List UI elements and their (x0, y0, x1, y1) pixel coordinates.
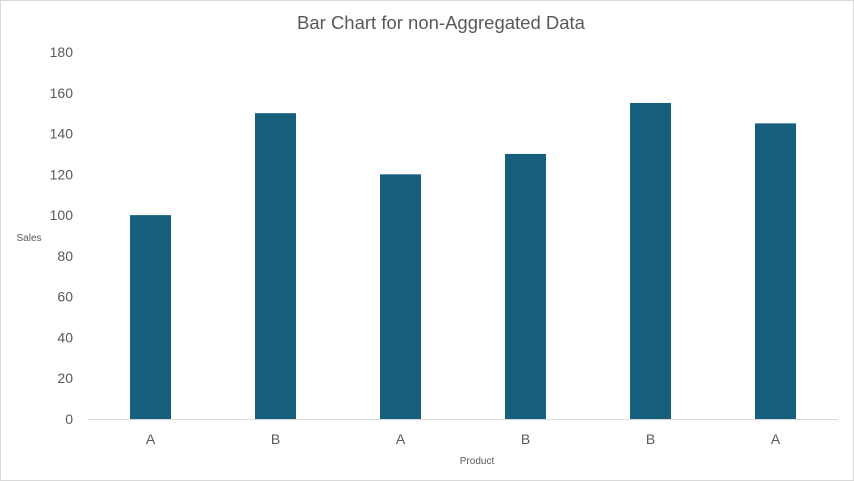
x-tick-label: B (271, 431, 280, 447)
y-tick-label: 160 (50, 85, 74, 101)
y-tick-label: 80 (57, 248, 73, 264)
y-tick-label: 140 (50, 126, 74, 142)
y-tick-label: 60 (57, 289, 73, 305)
chart-title: Bar Chart for non-Aggregated Data (297, 12, 586, 33)
bar (755, 123, 796, 419)
bar (630, 102, 671, 419)
y-tick-label: 180 (50, 44, 74, 60)
y-tick-label: 20 (57, 370, 73, 386)
x-tick-label: A (771, 431, 781, 447)
y-tick-label: 40 (57, 329, 73, 345)
bar (380, 174, 421, 419)
x-tick-label: A (146, 431, 156, 447)
y-tick-label: 100 (50, 207, 74, 223)
x-tick-label: A (396, 431, 406, 447)
bars (130, 102, 796, 420)
x-tick-label: B (646, 431, 655, 447)
x-tick-label: B (521, 431, 530, 447)
y-axis-title: Sales (16, 233, 41, 244)
y-axis-ticks: 0 20 40 60 80 100 120 140 160 180 (50, 44, 74, 427)
y-tick-label: 0 (65, 411, 73, 427)
bar (255, 113, 296, 420)
y-tick-label: 120 (50, 166, 74, 182)
bar (505, 153, 546, 419)
bar (130, 215, 171, 419)
x-axis-title: Product (460, 456, 495, 467)
